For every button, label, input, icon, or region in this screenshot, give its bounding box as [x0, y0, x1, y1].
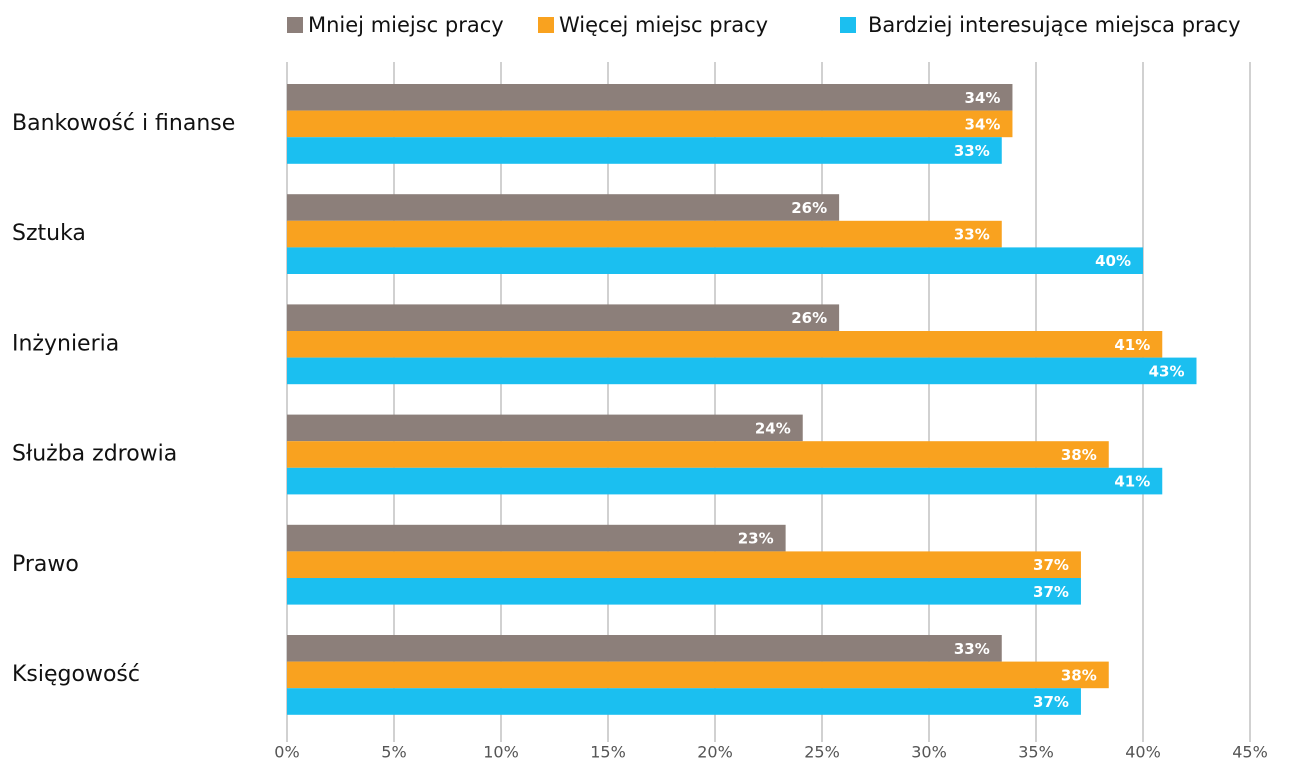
bar [287, 357, 1197, 385]
bar [287, 578, 1081, 605]
value-label: 34% [965, 89, 1001, 107]
legend-swatch [287, 17, 303, 33]
bar [287, 194, 840, 221]
x-tick-label: 25% [804, 743, 840, 762]
value-label: 37% [1033, 556, 1069, 574]
value-label: 41% [1114, 336, 1150, 354]
bar [287, 84, 1013, 111]
bar [287, 247, 1143, 274]
x-tick-label: 35% [1018, 743, 1054, 762]
bar [287, 304, 840, 331]
value-label: 34% [965, 115, 1001, 133]
bar [287, 110, 1013, 138]
legend-label: Mniej miejsc pracy [308, 13, 504, 37]
bar [287, 661, 1109, 689]
value-label: 37% [1033, 583, 1069, 601]
value-label: 43% [1149, 362, 1185, 380]
category-label: Inżynieria [12, 331, 119, 356]
x-tick-label: 20% [697, 743, 733, 762]
x-tick-label: 10% [483, 743, 519, 762]
value-label: 38% [1061, 666, 1097, 684]
bar [287, 441, 1109, 468]
x-tick-label: 30% [911, 743, 947, 762]
bar [287, 551, 1081, 578]
value-label: 40% [1095, 252, 1131, 270]
category-label: Księgowość [12, 662, 140, 687]
bar [287, 524, 786, 552]
x-tick-label: 15% [590, 743, 626, 762]
bar [287, 635, 1002, 662]
value-label: 41% [1114, 473, 1150, 491]
value-label: 26% [791, 309, 827, 327]
value-label: 33% [954, 142, 990, 160]
value-label: 37% [1033, 693, 1069, 711]
bar [287, 331, 1163, 358]
x-tick-label: 5% [381, 743, 406, 762]
legend-label: Bardziej interesujące miejsca pracy [868, 13, 1241, 37]
category-label: Bankowość i finanse [12, 111, 235, 136]
bar [287, 688, 1081, 715]
bar [287, 414, 803, 442]
legend-swatch [538, 17, 554, 33]
value-label: 38% [1061, 446, 1097, 464]
x-tick-label: 0% [274, 743, 299, 762]
value-label: 33% [954, 226, 990, 244]
legend-label: Więcej miejsc pracy [559, 13, 768, 37]
bar [287, 220, 1002, 248]
x-tick-label: 40% [1125, 743, 1161, 762]
value-label: 26% [791, 199, 827, 217]
x-tick-label: 45% [1232, 743, 1268, 762]
category-label: Służba zdrowia [12, 442, 177, 467]
bar [287, 137, 1002, 164]
value-label: 24% [755, 419, 791, 437]
category-label: Prawo [12, 552, 79, 577]
category-label: Sztuka [12, 221, 86, 246]
value-label: 33% [954, 640, 990, 658]
legend-swatch [840, 17, 856, 33]
value-label: 23% [738, 530, 774, 548]
bar [287, 467, 1163, 495]
